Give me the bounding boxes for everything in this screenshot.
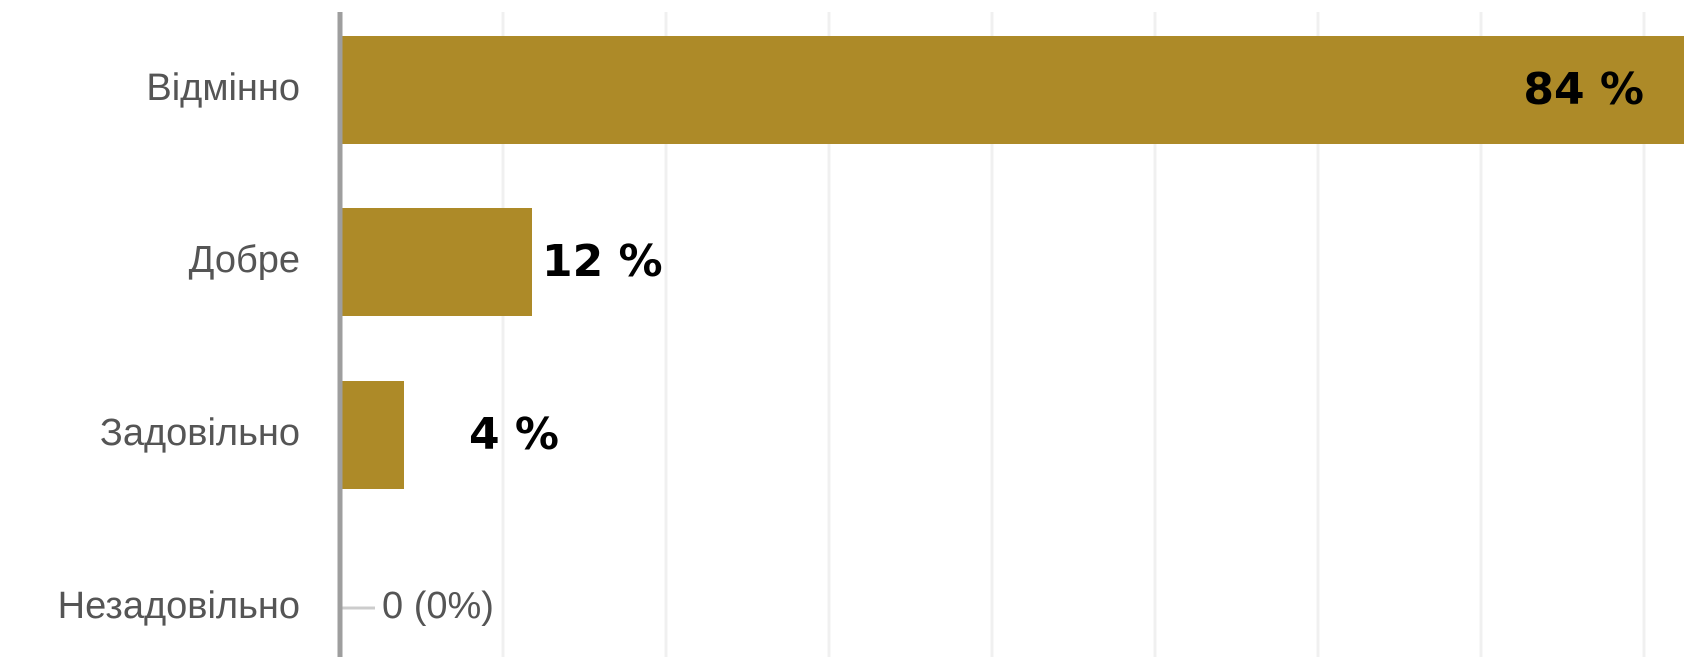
category-label: Задовільно bbox=[100, 412, 300, 454]
value-label: 84 % bbox=[1523, 64, 1644, 115]
category-label: Відмінно bbox=[146, 67, 300, 109]
category-labels: Відмінно Добре Задовільно Незадовільно bbox=[58, 67, 300, 627]
category-label: Добре bbox=[189, 239, 300, 281]
bar bbox=[340, 381, 404, 489]
value-label: 4 % bbox=[469, 409, 559, 460]
bar bbox=[340, 36, 1684, 144]
value-label: 12 % bbox=[542, 236, 663, 287]
value-labels: 84 % 12 % 4 % 0 (0%) bbox=[382, 64, 1644, 627]
value-label: 0 (0%) bbox=[382, 585, 494, 627]
bars bbox=[340, 36, 1684, 489]
category-label: Незадовільно bbox=[58, 585, 300, 627]
bar bbox=[340, 208, 532, 316]
